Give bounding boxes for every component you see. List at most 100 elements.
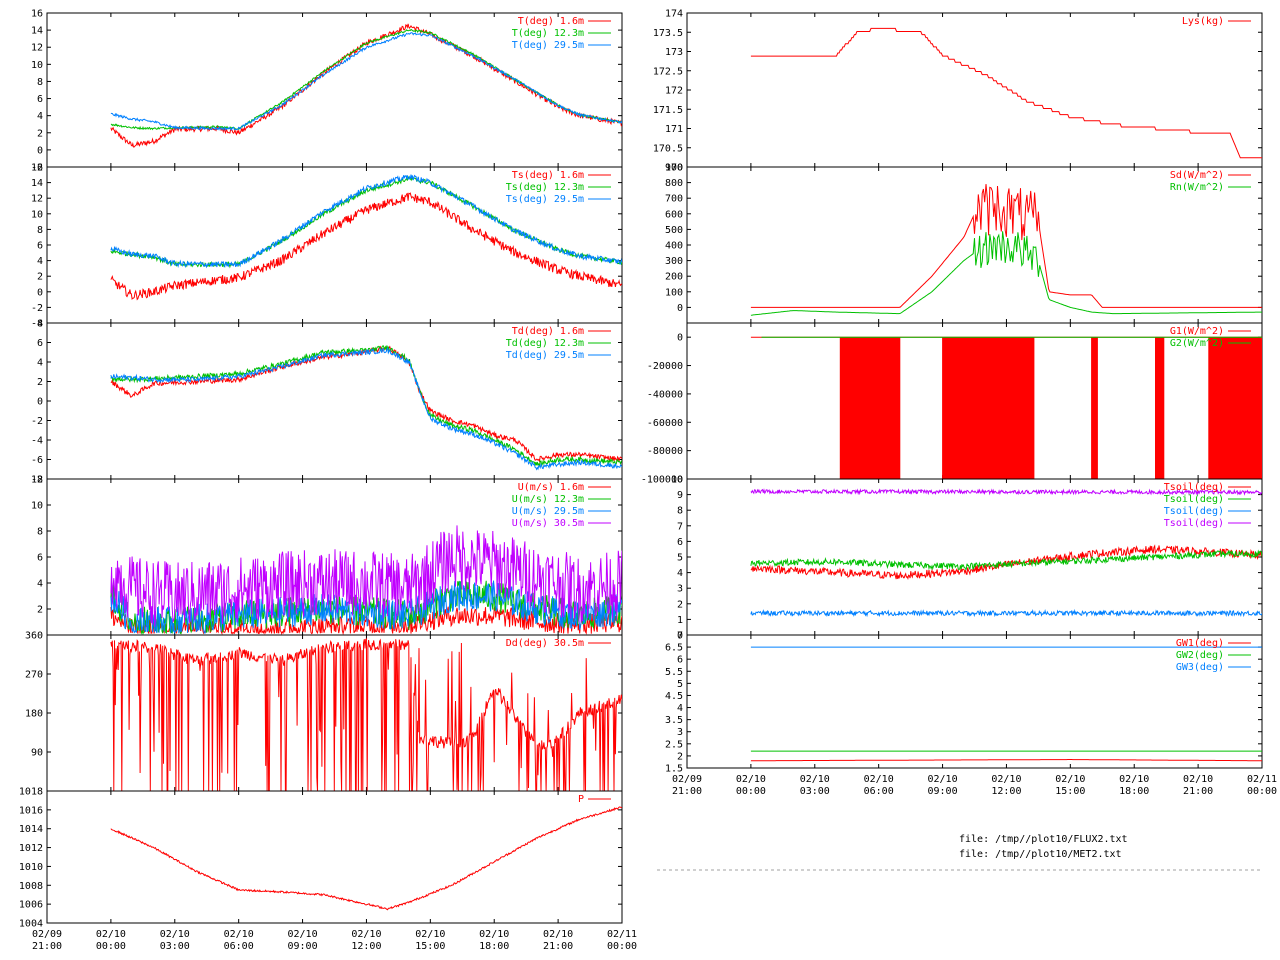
ytick-label: 100: [665, 287, 683, 298]
ytick-label: 6: [37, 94, 43, 105]
xtick-date: 02/10: [864, 774, 894, 785]
ytick-label: 6: [37, 553, 43, 564]
legend-label: GW3(deg): [1176, 662, 1224, 673]
xtick-date: 02/11: [607, 929, 637, 940]
xtick-time: 18:00: [1119, 786, 1149, 797]
ytick-label: 1008: [19, 881, 43, 892]
ytick-label: 1014: [19, 824, 43, 835]
ytick-label: 2.5: [665, 739, 683, 750]
ytick-label: 4: [677, 568, 683, 579]
spike-block: [1208, 337, 1262, 479]
series-line-td-2: [110, 346, 622, 471]
ytick-label: 0: [677, 333, 683, 344]
legend-label: U(m/s) 29.5m: [512, 506, 584, 517]
xtick-time: 06:00: [864, 786, 894, 797]
ytick-label: 4.5: [665, 691, 683, 702]
xtick-date: 02/10: [479, 929, 509, 940]
ytick-label: 200: [665, 272, 683, 283]
ytick-label: 3: [677, 584, 683, 595]
legend-label: Td(deg) 29.5m: [506, 350, 584, 361]
ytick-label: 8: [37, 527, 43, 538]
ytick-label: -8: [31, 475, 43, 486]
ytick-label: 16: [31, 163, 43, 174]
panel-rad: 0 100 200 300 400 500 600 700 800 900 Sd(W/m^2)Rn(…: [665, 163, 1263, 324]
ytick-label: 1018: [19, 787, 43, 798]
ytick-label: 0: [37, 397, 43, 408]
xtick-date: 02/10: [224, 929, 254, 940]
ytick-label: 6: [677, 655, 683, 666]
ytick-label: 10: [31, 209, 43, 220]
series-line-gw-0: [750, 759, 1262, 762]
legend-label: U(m/s) 1.6m: [518, 482, 584, 493]
legend-label: Sd(W/m^2): [1170, 170, 1224, 181]
xtick-date: 02/10: [1119, 774, 1149, 785]
time-axis-left: 02/0921:0002/1000:0002/1003:0002/1006:00…: [32, 929, 637, 952]
series-line-rad-1: [750, 231, 1262, 316]
legend-label: Lys(kg): [1182, 16, 1224, 27]
ytick-label: -2: [31, 163, 43, 174]
ytick-label: 173.5: [653, 28, 683, 39]
panel-frame: [686, 12, 1263, 168]
xtick-time: 21:00: [1183, 786, 1213, 797]
plot-area: [750, 488, 1262, 618]
ytick-label: 8: [37, 319, 43, 330]
xtick-date: 02/10: [351, 929, 381, 940]
ytick-label: 2: [37, 128, 43, 139]
series-line-tsoil-1: [750, 549, 1262, 571]
panel-tsoil: 012345678910Tsoil(deg)Tsoil(deg)Tsoil(de…: [671, 475, 1263, 642]
ytick-label: 1010: [19, 862, 43, 873]
legend-label: Ts(deg) 12.3m: [506, 182, 584, 193]
series-line-tsoil-2: [750, 608, 1262, 618]
series-line-d-0: [110, 637, 622, 791]
ytick-label: 12: [31, 43, 43, 54]
ytick-label: 360: [25, 631, 43, 642]
ytick-label: 6: [37, 241, 43, 252]
xtick-time: 03:00: [800, 786, 830, 797]
xtick-date: 02/10: [991, 774, 1021, 785]
plot-area: [110, 345, 622, 471]
ytick-label: 7: [677, 631, 683, 642]
ytick-label: -2: [31, 416, 43, 427]
ytick-label: 8: [677, 506, 683, 517]
plot-area: [110, 806, 622, 911]
series-line-p-0: [110, 806, 622, 911]
ytick-label: 1006: [19, 900, 43, 911]
xtick-time: 00:00: [1247, 786, 1277, 797]
ytick-label: 3: [677, 727, 683, 738]
panel-lys: 170 170.5 171 171.5 172 172.5 173 173.5 174 Lys(k…: [653, 9, 1263, 174]
spike-block: [1091, 337, 1098, 479]
legend-label: Td(deg) 1.6m: [512, 326, 584, 337]
ytick-label: 174: [665, 9, 683, 20]
ytick-label: 2: [37, 605, 43, 616]
xtick-time: 21:00: [32, 941, 62, 952]
ytick-label: -6: [31, 455, 43, 466]
xtick-date: 02/10: [543, 929, 573, 940]
xtick-time: 15:00: [415, 941, 445, 952]
xtick-time: 09:00: [928, 786, 958, 797]
ytick-label: 0: [37, 287, 43, 298]
ytick-label: -20000: [647, 361, 683, 372]
xtick-date: 02/09: [32, 929, 62, 940]
xtick-time: 00:00: [96, 941, 126, 952]
ytick-label: 500: [665, 225, 683, 236]
plot-area: [110, 637, 622, 791]
series-line-ts-2: [110, 174, 622, 269]
ytick-label: -40000: [647, 389, 683, 400]
ytick-label: 8: [37, 225, 43, 236]
series-line-ts-0: [110, 192, 622, 301]
ytick-label: 900: [665, 163, 683, 174]
ytick-label: 12: [31, 194, 43, 205]
plot-area: [110, 525, 622, 635]
ytick-label: 300: [665, 256, 683, 267]
ytick-label: 3.5: [665, 715, 683, 726]
xtick-time: 15:00: [1055, 786, 1085, 797]
legend-label: GW2(deg): [1176, 650, 1224, 661]
legend-label: Tsoil(deg): [1164, 518, 1224, 529]
xtick-time: 00:00: [736, 786, 766, 797]
ytick-label: 2: [37, 377, 43, 388]
xtick-date: 02/10: [736, 774, 766, 785]
xtick-time: 06:00: [224, 941, 254, 952]
ytick-label: 8: [37, 77, 43, 88]
plot-area: [750, 336, 1262, 479]
